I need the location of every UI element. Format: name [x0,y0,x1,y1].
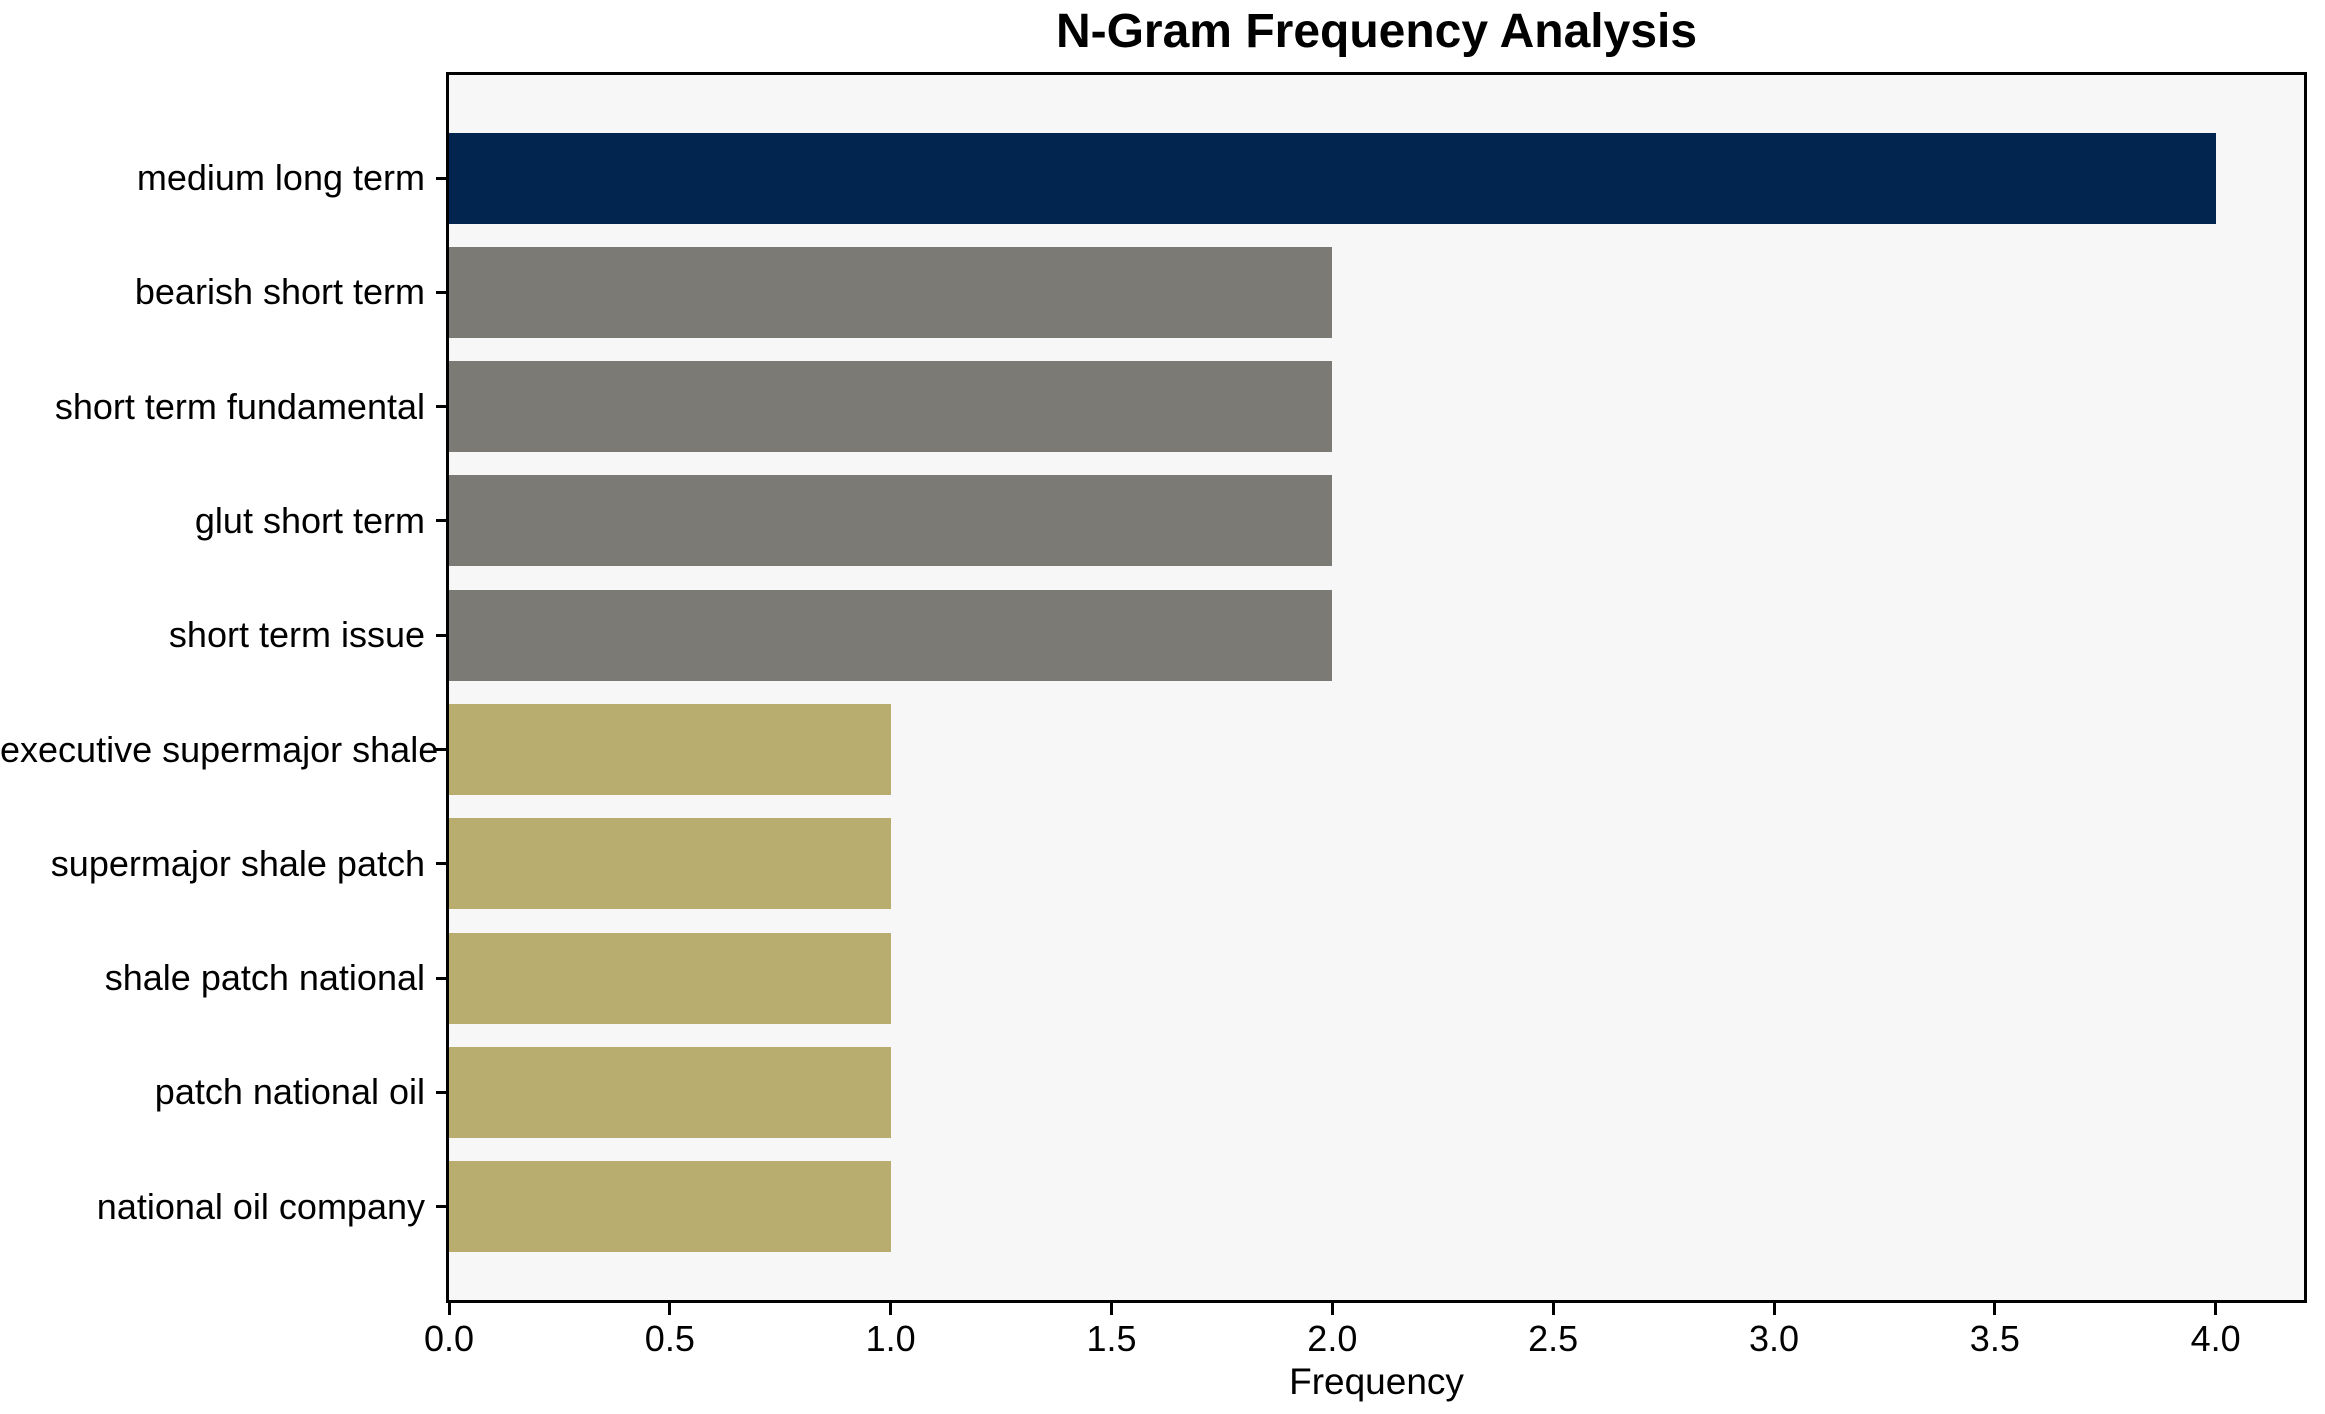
y-tick-label: medium long term [136,157,425,198]
y-tick-mark [436,862,446,866]
y-tick-mark [436,1090,446,1094]
x-tick-label: 1.0 [865,1318,916,1359]
plot-area [446,72,2307,1303]
x-tick-mark [1551,1303,1555,1315]
y-tick-mark [436,633,446,637]
x-tick-label: 3.0 [1748,1318,1800,1359]
y-tick-label: bearish short term [134,271,425,313]
x-tick-mark [1993,1303,1997,1315]
bar-bearish-short-term [449,246,1333,338]
x-tick-label: 4.0 [2190,1318,2241,1359]
y-tick-label: short term issue [168,614,425,656]
x-tick-mark [1110,1303,1113,1315]
x-tick-label: 1.5 [1086,1318,1137,1359]
y-tick-mark [436,976,446,980]
y-tick-label: glut short term [194,499,425,541]
x-tick-mark [668,1303,672,1315]
bar-supermajor-shale-patch [449,818,891,910]
bar-medium-long-term [449,132,2216,224]
x-tick-label: 2.0 [1307,1318,1358,1359]
y-tick-mark [436,176,446,180]
y-tick-mark [436,405,446,409]
y-axis-labels: medium long term bearish short term short … [0,72,439,1303]
y-tick-mark [436,1205,446,1209]
bar-national-oil-company [449,1161,891,1253]
y-tick-mark [436,748,446,751]
x-axis-title: Frequency [1289,1361,1464,1402]
x-tick-label: 0.5 [644,1318,695,1359]
x-tick-mark [1330,1303,1334,1315]
y-tick-label: supermajor shale patch [50,842,425,884]
bar-patch-national-oil [449,1046,891,1138]
y-tick-mark [436,290,446,294]
x-tick-mark [889,1303,893,1315]
x-tick-mark [1772,1303,1776,1315]
bar-shale-patch-national [449,932,891,1024]
bar-short-term-issue [449,589,1333,681]
x-tick-label: 0.0 [423,1318,475,1359]
y-tick-label: patch national oil [154,1071,425,1113]
bar-short-term-fundamental [449,361,1333,453]
y-tick-label: shale patch national [104,957,425,999]
x-tick-label: 2.5 [1528,1318,1579,1359]
x-tick-mark [447,1303,451,1315]
bar-executive-supermajor-shale [449,704,891,795]
y-tick-mark [436,519,446,523]
bar-glut-short-term [449,475,1333,567]
y-tick-label: short term fundamental [54,385,425,427]
x-tick-label: 3.5 [1969,1318,2020,1359]
x-tick-mark [2214,1303,2218,1315]
y-tick-label: executive supermajor shale [0,728,439,770]
chart-title: N-Gram Frequency Analysis [1055,5,1698,58]
y-tick-label: national oil company [96,1185,425,1227]
